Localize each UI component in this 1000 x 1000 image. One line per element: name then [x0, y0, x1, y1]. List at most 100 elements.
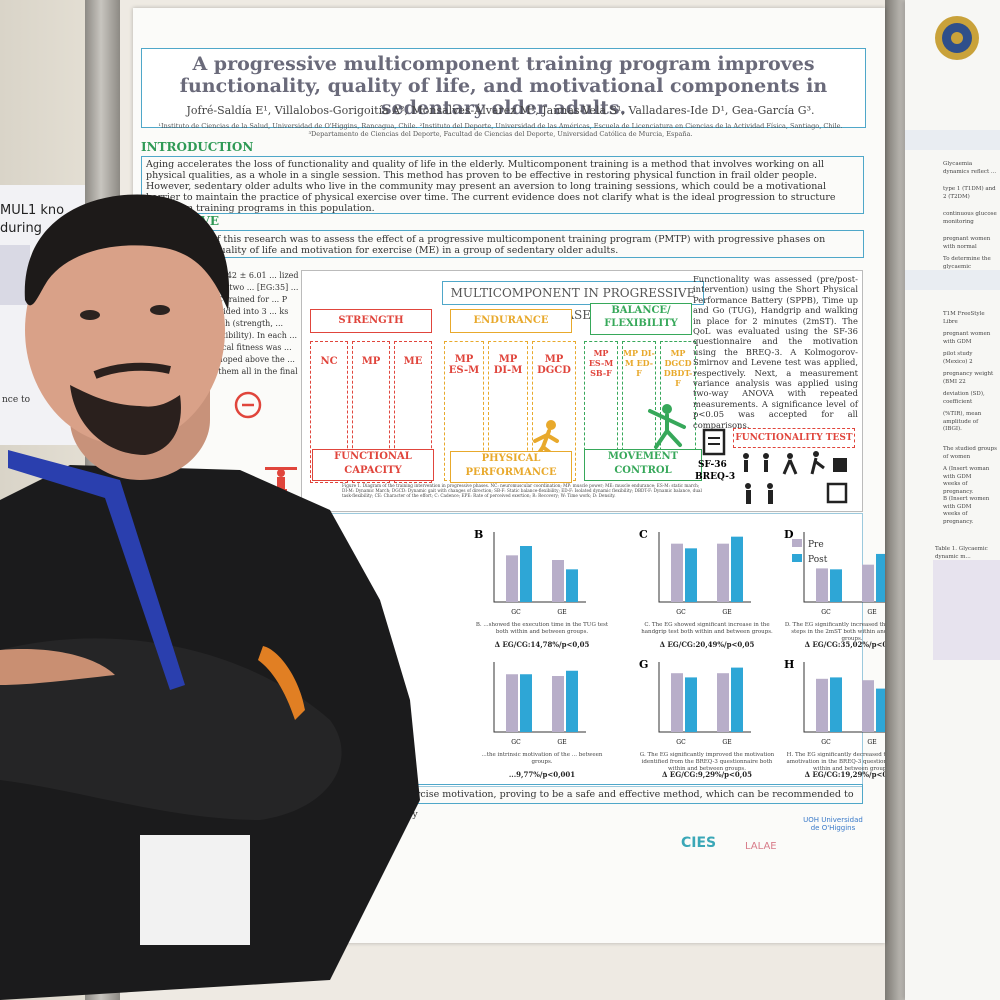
right-poster-line: To determine the glycaemic [943, 256, 991, 270]
right-poster-line: deviation (SD), coefficient [943, 391, 985, 405]
bar-H-GE-Pre [862, 680, 874, 732]
category-label: GC [511, 609, 521, 616]
outcome-functional-capacity: FUNCTIONAL CAPACITY [312, 449, 434, 481]
bar-G-GC-Pre [671, 673, 683, 732]
legend-pre: Pre [792, 539, 824, 550]
right-poster-line: B (Insert women with GDM [943, 496, 990, 510]
box-label: MP DGCD DBDT-F [663, 348, 693, 388]
conclusion-text: ...s of exercise motivation, proving to … [363, 784, 863, 820]
chart-stat: Δ EG/CG:20,49%/p<0,05 [659, 640, 755, 649]
chart-caption: C. The EG showed significant increase in… [641, 622, 773, 635]
chart-caption: ...the intrinsic motivation of the ... b… [481, 752, 603, 765]
box-label: MP ES-M SB-F [588, 348, 614, 378]
bar-D-GC-Pre [816, 568, 828, 602]
poster-authors: Jofré-Saldía E¹, Villalobos-Gorigoitía A… [186, 104, 815, 117]
mustache [93, 362, 171, 379]
right-poster-line: pilot study (Mexico) 2 [943, 351, 973, 365]
box-label: MP ES-M [448, 354, 480, 376]
bar-C-GC-Post [685, 548, 697, 602]
bar-B-GC-Post [520, 546, 532, 602]
bar-F-GE-Pre [552, 676, 564, 732]
panel-letter: B [474, 528, 483, 541]
bar-D-GE-Post [876, 553, 885, 602]
chart-caption: G. The EG significantly improved the mot… [639, 752, 775, 772]
lalae-logo: LALAE [745, 841, 777, 852]
chart-caption: B. ...showed the execution time in the T… [475, 622, 609, 635]
uoh-logo: UOH Universidad de O'Higgins [803, 816, 863, 832]
cies-logo: CIES [681, 835, 717, 851]
category-label: GE [722, 609, 731, 616]
eye-right [150, 305, 170, 315]
right-poster-line: The studied groups of women [943, 446, 997, 460]
chart-B: B GC GE [474, 528, 586, 616]
right-poster-line: pregnant women with GDM [943, 331, 991, 345]
box-label: MP DGCD [537, 354, 571, 376]
bar-G-GC-Post [685, 677, 697, 732]
test-people-icons [743, 451, 848, 504]
outcome-movement-control: MOVEMENT CONTROL [584, 449, 702, 481]
panel-letter: C [639, 528, 648, 541]
bar-H-GC-Pre [816, 678, 828, 732]
bar-B-GE-Post [566, 569, 578, 602]
figure-caption: Figure 1. Diagram of the training interv… [342, 483, 702, 498]
chart-stat: Δ EG/CG:9,29%/p<0,05 [662, 770, 752, 779]
eye-left [80, 310, 100, 320]
right-poster-line: pregnancy weight (BMI 22 [943, 371, 994, 385]
category-label: GC [676, 609, 686, 616]
category-label: GC [821, 739, 831, 746]
training-diagram: MULTICOMPONENT IN PROGRESSIVE PHASES STR… [301, 270, 863, 512]
box-label: ME [403, 356, 423, 367]
bar-C-GC-Pre [671, 543, 683, 602]
name-badge [140, 835, 250, 945]
bar-B-GC-Pre [506, 555, 518, 602]
sf36-label: SF-36 [698, 460, 727, 470]
chart-caption: H. The EG significantly decreased the le… [786, 752, 885, 772]
intro-text: Aging accelerates the loss of functional… [141, 156, 864, 214]
chart-D: D GC GE [784, 528, 885, 616]
clipboard-icon [702, 428, 726, 456]
box-label: MP DI-M [493, 354, 523, 376]
phase-balance: BALANCE/ FLEXIBILITY [590, 303, 692, 335]
box-label: MP [361, 356, 381, 367]
functionality-test-label: FUNCTIONALITY TEST [733, 428, 855, 448]
lanyard [8, 450, 185, 690]
methods-fragment: (65.42 ± 6.01 ... lized into two ... [EG… [211, 271, 299, 376]
legend-post: Post [792, 554, 827, 565]
legend-post-label: Post [808, 555, 828, 565]
crossed-arms [0, 638, 342, 820]
hair [24, 194, 230, 310]
bar-G-GE-Pre [717, 673, 729, 732]
hand-left [0, 649, 115, 685]
legend-swatch-post [792, 554, 802, 562]
right-poster-table-title: Table 1. Glycaemic dynamic m... [935, 546, 988, 560]
bar-D-GC-Post [830, 569, 842, 602]
bar-C-GE-Pre [717, 543, 729, 602]
bar-D-GE-Pre [862, 564, 874, 602]
beard [70, 385, 181, 455]
bar-G-GE-Post [731, 667, 743, 732]
right-poster-table [933, 560, 1000, 660]
bar-F-GE-Post [566, 670, 578, 732]
legend-pre-label: Pre [808, 540, 824, 550]
chart-G: G GC GE [639, 658, 751, 746]
phase-strength: STRENGTH [310, 309, 432, 333]
right-poster: Glycaemia dynamics reflect ... type 1 (T… [905, 0, 1000, 1000]
box-label: MP DI-M ED-F [623, 348, 655, 378]
phase-endurance: ENDURANCE [450, 309, 572, 333]
right-poster-line: Glycaemia dynamics reflect ... [943, 161, 997, 175]
no-symbol-icon [234, 391, 262, 419]
bar-H-GC-Post [830, 677, 842, 732]
stretching-person-icon [648, 404, 686, 449]
bar-H-GE-Post [876, 688, 885, 732]
right-poster-line: continuous glucose monitoring [943, 211, 997, 225]
panel-letter: D [784, 528, 794, 541]
right-poster-line: weeks of pregnancy. [943, 481, 974, 495]
category-label: GE [867, 609, 876, 616]
category-label: GE [867, 739, 876, 746]
chart-F: GC GE [493, 662, 586, 746]
right-poster-header [905, 130, 1000, 150]
chart-stat: Δ EG/CG:35,02%/p<0,05 [804, 640, 885, 649]
bar-F-GC-Pre [506, 674, 518, 732]
category-label: GE [557, 739, 566, 746]
outcome-physical-performance: PHYSICAL PERFORMANCE [450, 451, 572, 483]
